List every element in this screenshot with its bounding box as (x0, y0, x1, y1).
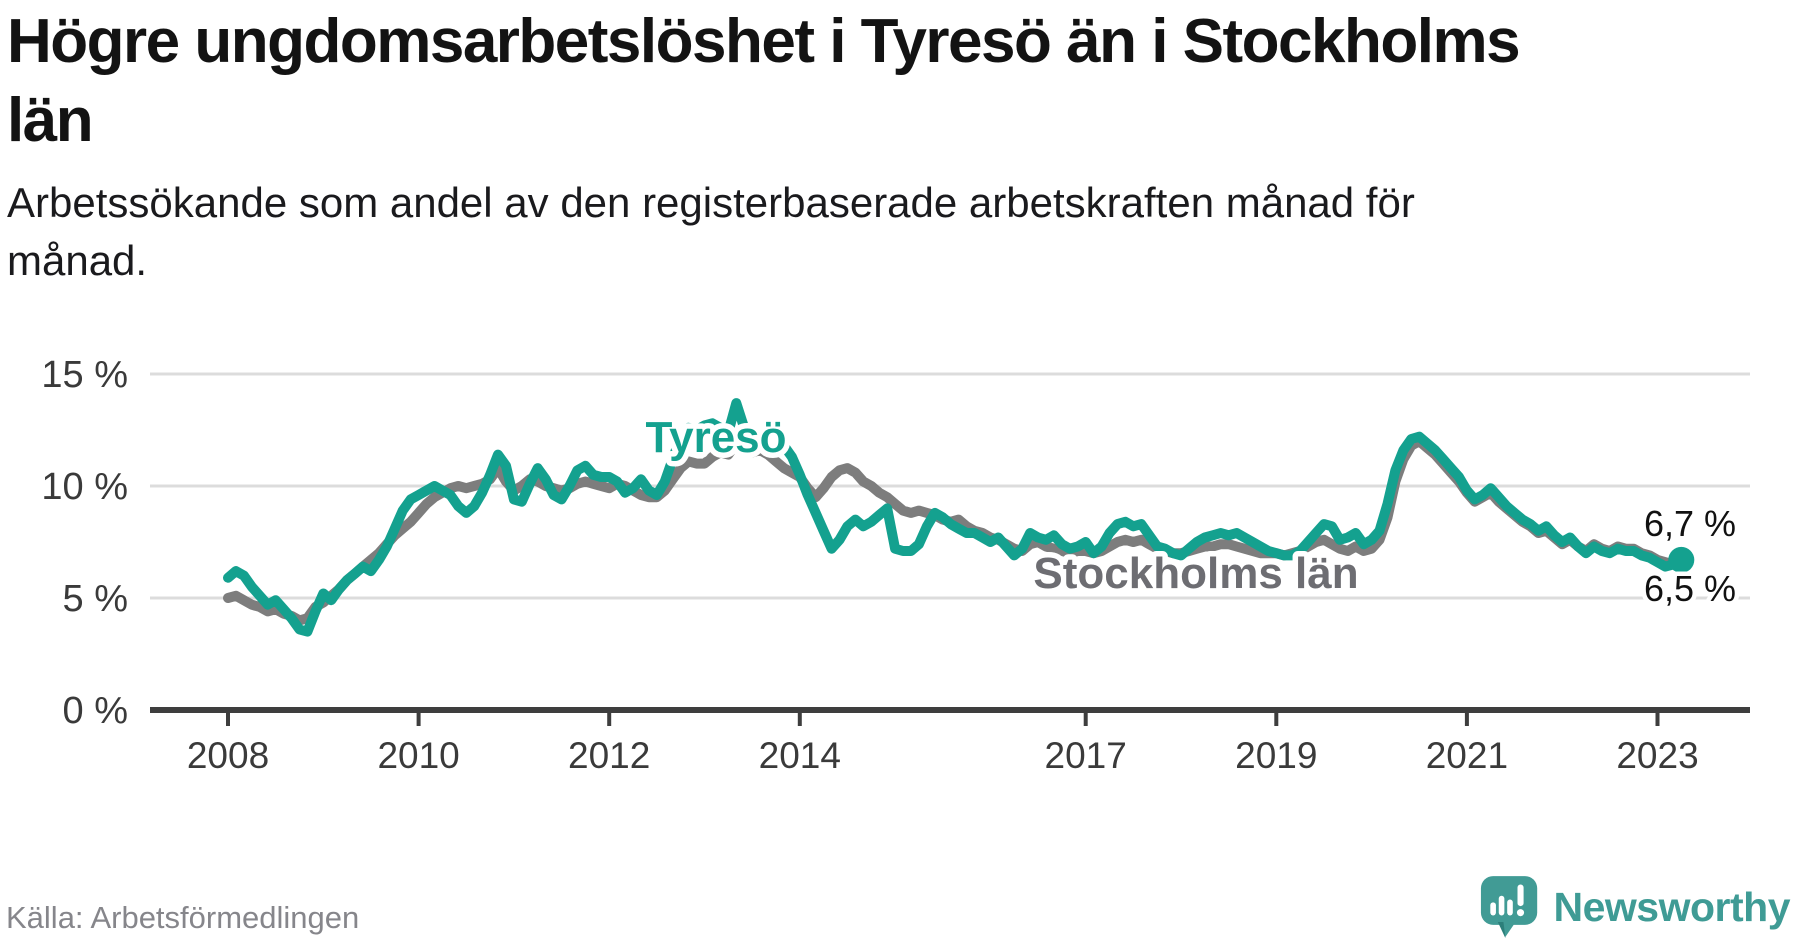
newsworthy-logo-icon (1480, 876, 1537, 938)
chart-subtitle: Arbetssökande som andel av den registerb… (7, 174, 1707, 290)
subtitle-line-1: Arbetssökande som andel av den registerb… (7, 179, 1415, 226)
x-axis-labels: 2008 2010 2012 2014 2017 2019 2021 2023 (187, 735, 1699, 776)
title-line-1: Högre ungdomsarbetslöshet i Tyresö än i … (7, 7, 1521, 76)
tyreso-line (223, 398, 1687, 637)
stockholm-label: Stockholms län (1033, 549, 1358, 598)
chart-title: Högre ungdomsarbetslöshet i Tyresö än i … (7, 2, 1687, 160)
x-tick-label: 2021 (1426, 735, 1508, 776)
stockholm-end-value: 6,5 % (1644, 568, 1736, 609)
x-tick-label: 2010 (377, 735, 459, 776)
brand-name: Newsworthy (1553, 883, 1791, 930)
y-tick-label: 5 % (63, 578, 128, 620)
y-axis-labels: 0 % 5 % 10 % 15 % (41, 354, 128, 732)
tyreso-end-value: 6,7 % (1644, 503, 1736, 544)
x-axis-ticks (226, 708, 1660, 726)
y-tick-label: 0 % (63, 690, 128, 732)
subtitle-line-2: månad. (7, 237, 148, 284)
x-tick-label: 2012 (568, 735, 650, 776)
source-note: Källa: Arbetsförmedlingen (6, 900, 360, 935)
title-line-2: län (7, 86, 94, 155)
brand: Newsworthy (1480, 874, 1791, 940)
tyreso-end-dot (1668, 546, 1695, 573)
x-tick-label: 2014 (759, 735, 841, 776)
y-tick-label: 15 % (41, 354, 128, 396)
tyreso-label: Tyresö (645, 413, 786, 462)
y-tick-label: 10 % (41, 466, 128, 508)
gridlines (150, 372, 1750, 600)
x-tick-label: 2017 (1045, 735, 1127, 776)
x-tick-label: 2008 (187, 735, 269, 776)
x-tick-label: 2023 (1616, 735, 1698, 776)
x-tick-label: 2019 (1235, 735, 1317, 776)
